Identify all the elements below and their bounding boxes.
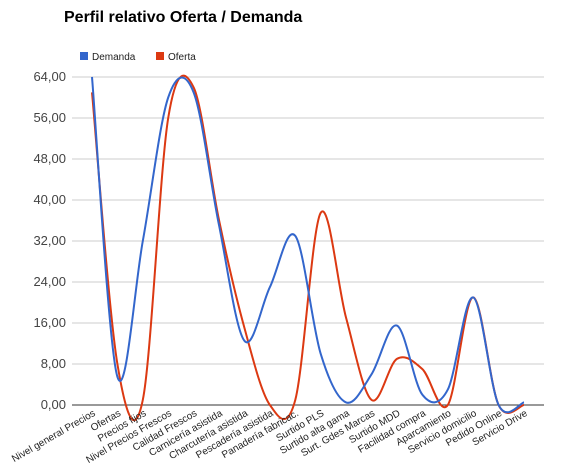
data-point-demanda[interactable] [472,296,474,298]
y-tick-label: 16,00 [33,315,66,330]
data-point-oferta[interactable] [320,212,322,214]
data-point-demanda[interactable] [167,97,169,99]
data-point-oferta[interactable] [294,399,296,401]
series-line-demanda[interactable] [91,76,525,414]
y-tick-label: 56,00 [33,110,66,125]
data-point-demanda[interactable] [421,394,423,396]
data-point-oferta[interactable] [142,399,144,401]
data-point-oferta[interactable] [116,363,118,365]
data-point-oferta[interactable] [193,86,195,88]
data-point-demanda[interactable] [523,401,525,403]
legend: Demanda Oferta [80,52,196,63]
data-point-oferta[interactable] [396,358,398,360]
legend-swatch-oferta [156,52,164,60]
data-point-demanda[interactable] [447,389,449,391]
y-tick-label: 0,00 [41,397,66,412]
y-axis: 0,00 8,00 16,00 24,00 32,00 40,00 48,00 56,00 64… [33,69,66,412]
legend-swatch-demanda [80,52,88,60]
y-tick-label: 64,00 [33,69,66,84]
plot-area [91,74,525,422]
data-point-oferta[interactable] [371,399,373,401]
data-point-demanda[interactable] [396,325,398,327]
data-point-demanda[interactable] [243,340,245,342]
data-point-demanda[interactable] [218,225,220,227]
y-tick-label: 8,00 [41,356,66,371]
data-point-oferta[interactable] [345,317,347,319]
data-point-demanda[interactable] [116,376,118,378]
y-tick-label: 24,00 [33,274,66,289]
series-line-oferta[interactable] [91,74,525,422]
y-tick-label: 32,00 [33,233,66,248]
data-point-demanda[interactable] [294,235,296,237]
legend-item-oferta[interactable]: Oferta [156,52,196,63]
data-point-oferta[interactable] [447,404,449,406]
data-point-demanda[interactable] [498,404,500,406]
data-point-oferta[interactable] [243,327,245,329]
data-point-oferta[interactable] [167,117,169,119]
legend-item-demanda[interactable]: Demanda [80,52,136,63]
data-point-demanda[interactable] [345,401,347,403]
chart-title: Perfil relativo Oferta / Demanda [64,9,302,26]
data-point-demanda[interactable] [91,76,93,78]
data-point-demanda[interactable] [269,286,271,288]
data-point-demanda[interactable] [320,353,322,355]
y-tick-label: 40,00 [33,192,66,207]
data-point-demanda[interactable] [371,373,373,375]
data-point-oferta[interactable] [421,368,423,370]
legend-label-oferta: Oferta [168,52,196,63]
data-point-demanda[interactable] [142,240,144,242]
data-point-demanda[interactable] [193,91,195,93]
data-point-oferta[interactable] [269,404,271,406]
y-tick-label: 48,00 [33,151,66,166]
data-point-oferta[interactable] [523,404,525,406]
legend-label-demanda: Demanda [92,52,136,63]
